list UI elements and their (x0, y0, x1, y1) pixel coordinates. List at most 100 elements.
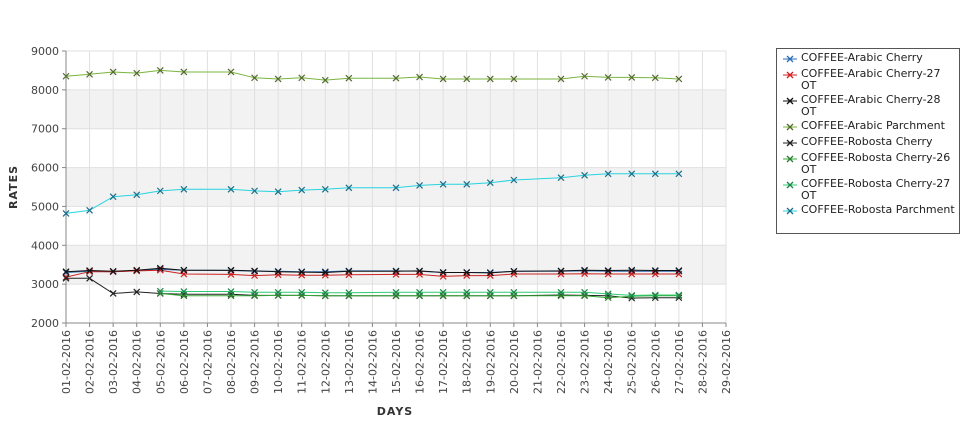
data-point (392, 184, 400, 192)
series-2 (62, 264, 683, 277)
x-tick-label: 07-02-2016 (201, 330, 214, 394)
data-point (463, 75, 471, 83)
x-axis-title: DAYS (377, 405, 413, 418)
data-point (180, 288, 188, 295)
y-tick-label: 5000 (31, 200, 59, 213)
data-point (109, 290, 117, 297)
data-point (274, 75, 282, 83)
x-tick-label: 02-02-2016 (84, 330, 97, 394)
series-line (160, 293, 679, 299)
x-tick-label: 04-02-2016 (131, 330, 144, 394)
legend-label: COFFEE-Robosta Cherry-26 OT (801, 151, 951, 176)
data-point (321, 292, 329, 300)
data-point (416, 182, 423, 189)
series-3 (62, 67, 683, 84)
data-point (392, 267, 400, 275)
data-point (298, 271, 306, 279)
data-point (628, 170, 636, 178)
series-group (62, 67, 683, 302)
series-line (65, 173, 679, 214)
x-tick-label: 27-02-2016 (673, 330, 686, 394)
data-point (180, 68, 188, 76)
data-point (651, 170, 659, 178)
x-tick-label: 20-02-2016 (508, 330, 521, 394)
legend-item: COFFEE-Robosta Cherry-27 OT (781, 178, 955, 202)
data-point (439, 180, 447, 188)
data-point (298, 186, 306, 194)
x-tick-label: 01-02-2016 (60, 330, 73, 394)
data-point (439, 288, 447, 296)
data-point (581, 171, 588, 179)
data-point (463, 180, 471, 188)
data-point (675, 75, 683, 83)
data-point (62, 268, 70, 276)
x-tick-label: 19-02-2016 (484, 330, 497, 394)
x-tick-label: 28-02-2016 (696, 330, 709, 394)
data-point (628, 267, 636, 275)
x-tick-label: 09-02-2016 (249, 330, 262, 394)
x-axis-ticks: 01-02-2016 02-02-2016 03-02-2016 04-02-2016… (60, 323, 733, 394)
data-point (298, 291, 306, 299)
x-tick-label: 26-02-2016 (649, 330, 662, 394)
x-tick-label: 14-02-2016 (366, 330, 379, 394)
legend-marker-icon (783, 181, 797, 189)
data-point (486, 288, 494, 296)
data-point (251, 74, 258, 82)
data-point (156, 264, 164, 272)
data-point (109, 267, 117, 275)
series-line (65, 269, 679, 278)
data-point (604, 290, 612, 298)
data-point (345, 74, 353, 82)
data-point (133, 69, 141, 77)
data-point (62, 209, 70, 217)
data-point (86, 70, 93, 78)
x-tick-label: 29-02-2016 (720, 330, 733, 394)
data-point (156, 287, 164, 295)
legend-marker-icon (783, 207, 797, 215)
data-point (486, 272, 494, 280)
data-point (227, 185, 235, 193)
series-6 (156, 287, 683, 299)
data-point (274, 188, 282, 196)
data-point (628, 291, 636, 299)
legend-marker-icon (783, 55, 797, 63)
legend-item: COFFEE-Arabic Cherry-27 OT (781, 68, 955, 92)
legend-item: COFFEE-Arabic Cherry-28 OT (781, 94, 955, 118)
data-point (86, 268, 93, 276)
data-point (62, 273, 70, 281)
data-point (510, 270, 518, 278)
y-tick-label: 3000 (31, 278, 59, 291)
data-point (557, 288, 565, 296)
data-point (298, 288, 306, 296)
legend-marker-icon (783, 139, 797, 147)
data-point (86, 267, 93, 274)
data-point (463, 272, 471, 280)
y-axis-ticks: 2000 3000 4000 5000 6000 7000 8000 9000 (31, 45, 66, 330)
data-point (251, 187, 258, 195)
legend-item: COFFEE-Robosta Parchment (781, 204, 955, 218)
data-point (651, 267, 659, 274)
legend-item: COFFEE-Arabic Cherry (781, 52, 955, 66)
x-tick-label: 05-02-2016 (154, 330, 167, 394)
legend-marker-icon (783, 97, 797, 105)
x-tick-label: 10-02-2016 (272, 330, 285, 394)
data-point (581, 288, 588, 296)
data-point (604, 267, 612, 274)
legend-marker-icon (783, 155, 797, 163)
legend-item: COFFEE-Robosta Cherry-26 OT (781, 152, 955, 176)
data-point (557, 174, 565, 182)
data-point (133, 191, 141, 199)
data-point (486, 179, 494, 187)
data-point (510, 75, 518, 83)
data-point (439, 269, 447, 276)
x-tick-label: 03-02-2016 (107, 330, 120, 394)
x-tick-label: 17-02-2016 (437, 330, 450, 394)
legend-label: COFFEE-Arabic Cherry-28 OT (801, 93, 941, 118)
data-point (651, 74, 659, 82)
legend-item: COFFEE-Arabic Parchment (781, 120, 955, 134)
data-point (416, 267, 423, 275)
y-tick-label: 4000 (31, 239, 59, 252)
data-point (392, 288, 400, 296)
data-point (156, 187, 164, 195)
data-point (345, 292, 353, 300)
